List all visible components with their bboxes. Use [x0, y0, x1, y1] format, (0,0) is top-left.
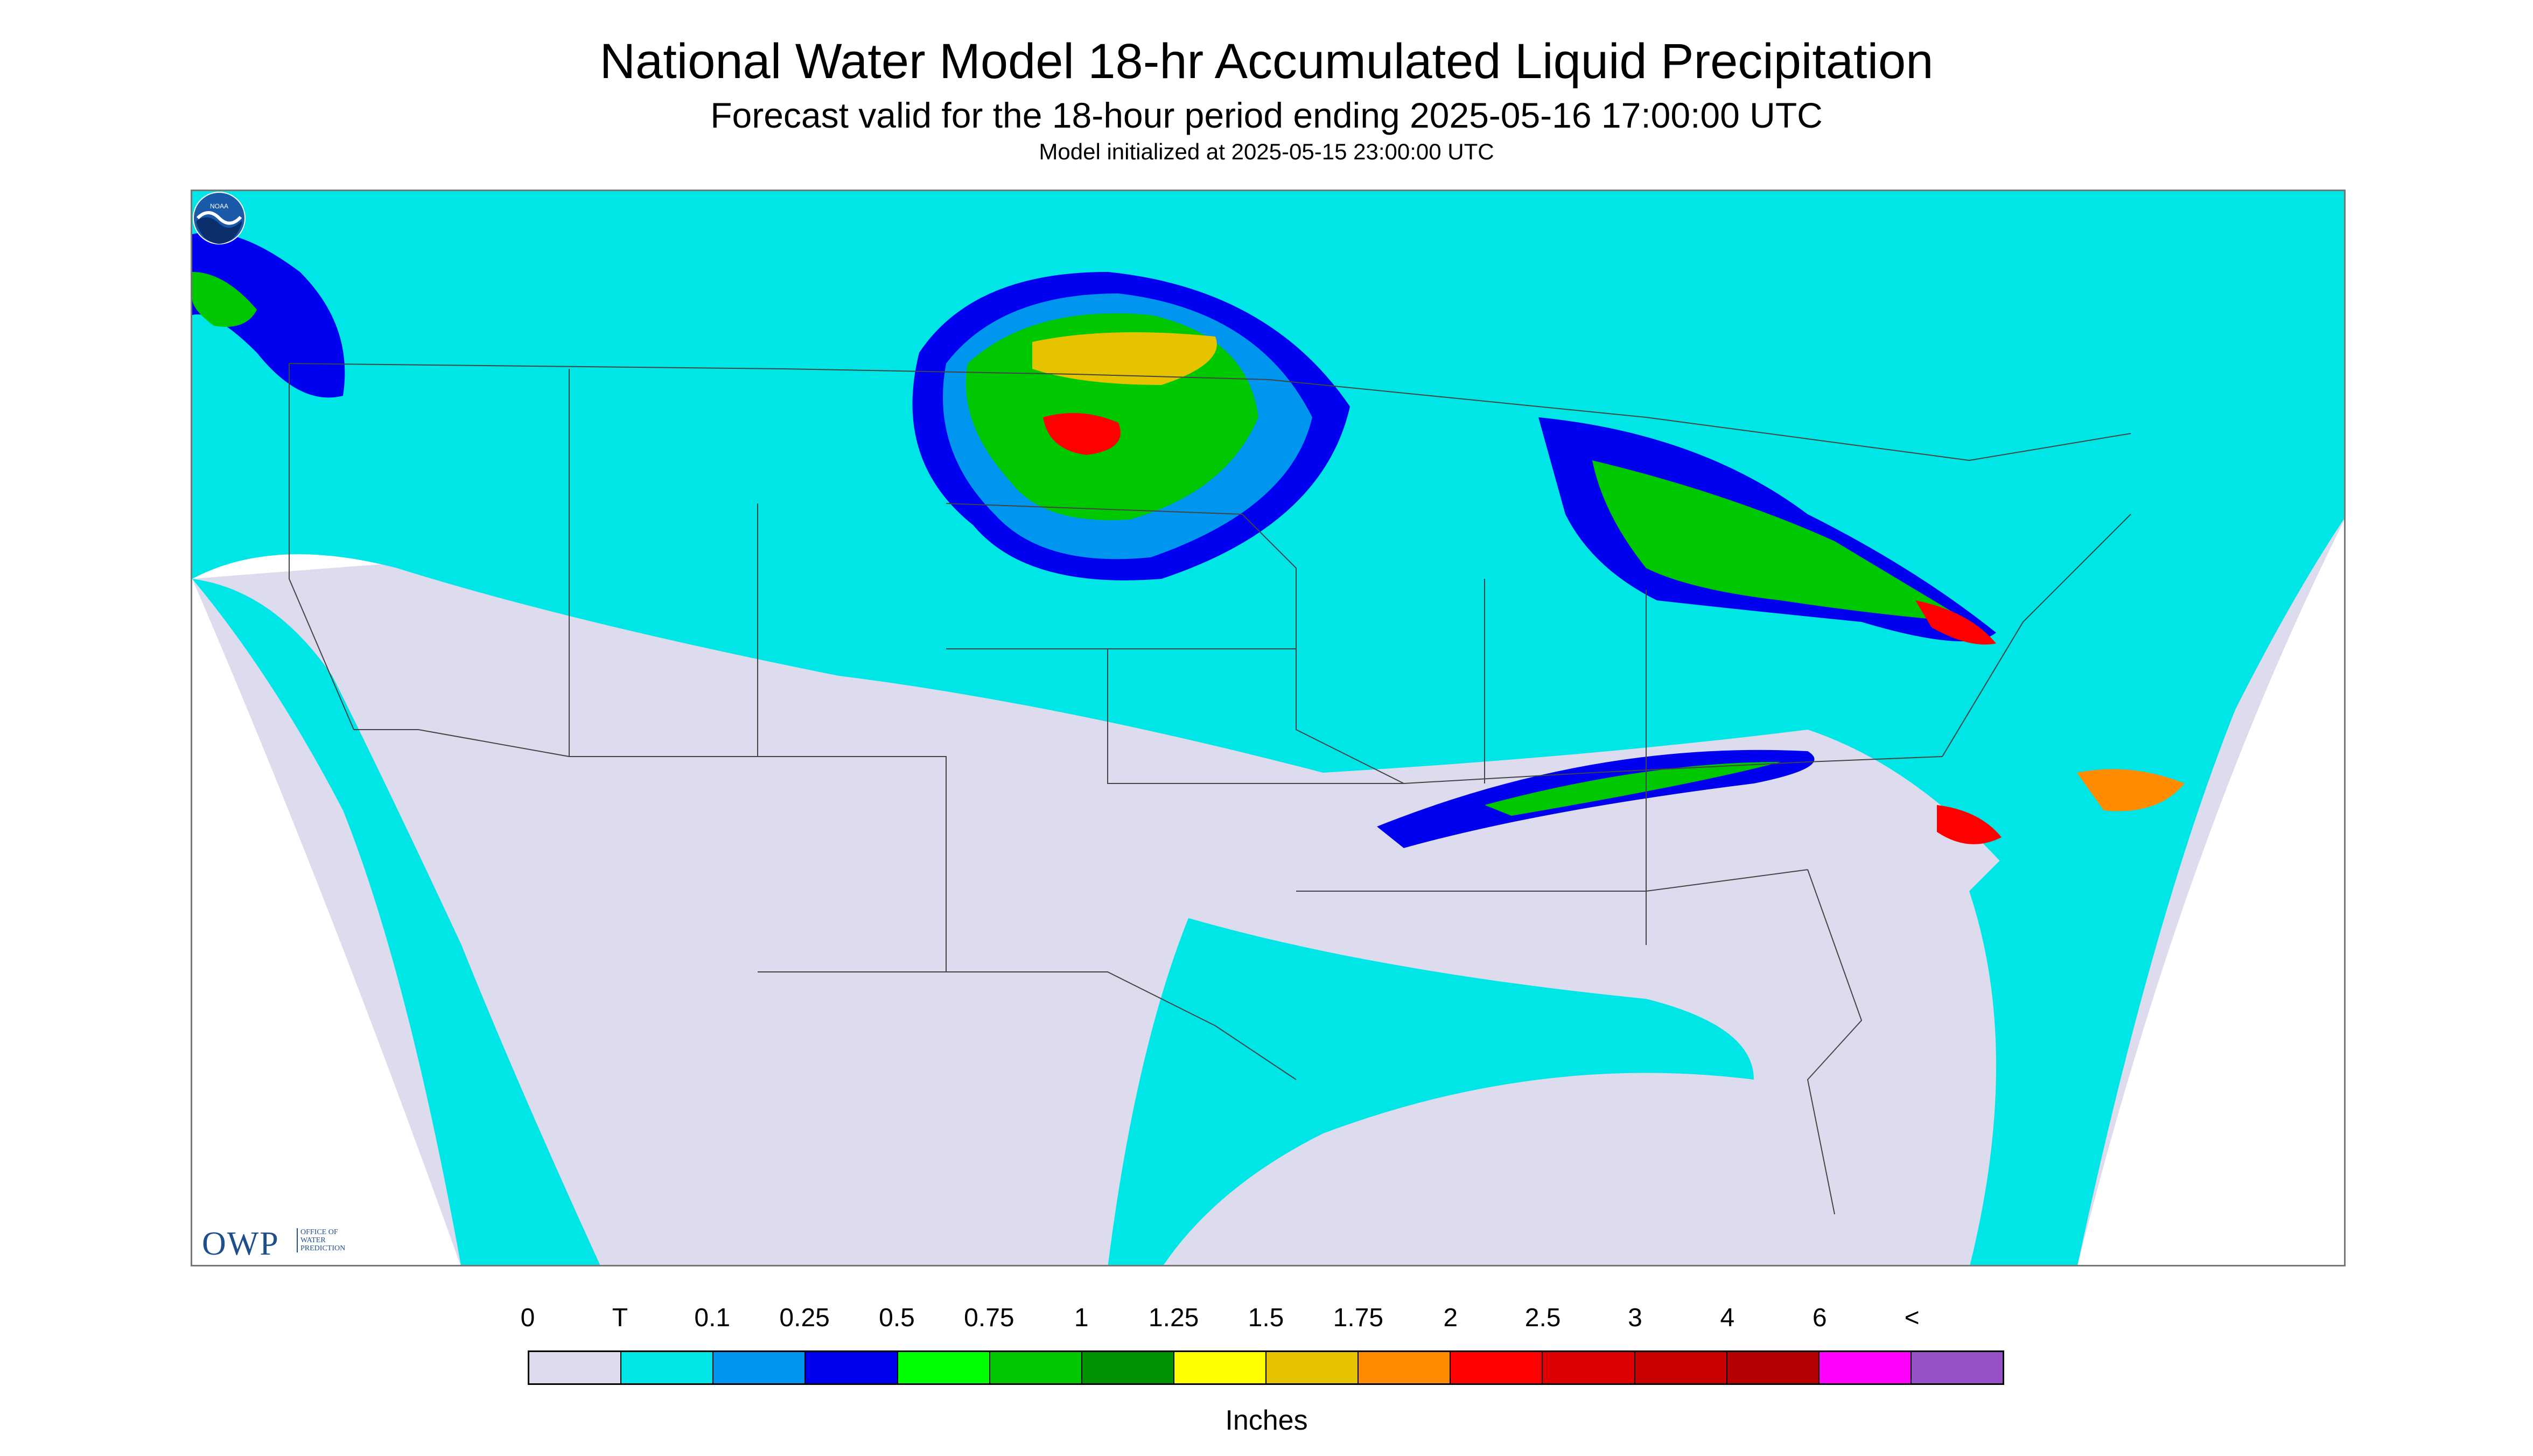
legend-swatch — [1266, 1352, 1359, 1383]
legend-swatch — [1911, 1352, 2003, 1383]
owp-subtext-line-2: WATER — [300, 1236, 326, 1244]
legend-label: 2 — [1443, 1304, 1458, 1332]
legend-swatch — [1819, 1352, 1912, 1383]
legend-label: 0.25 — [779, 1304, 830, 1332]
legend-swatch — [529, 1352, 622, 1383]
legend-units: Inches — [1225, 1405, 1308, 1436]
owp-logo: OWP OFFICE OF WATER PREDICTION — [202, 1225, 374, 1262]
legend-swatch — [1174, 1352, 1266, 1383]
legend-swatch — [713, 1352, 806, 1383]
legend-swatch — [1635, 1352, 1727, 1383]
legend-label: 2.5 — [1524, 1304, 1561, 1332]
owp-logo-subtext: OFFICE OF WATER PREDICTION — [297, 1228, 345, 1252]
legend-label: T — [612, 1304, 628, 1332]
legend-swatch — [898, 1352, 990, 1383]
precip-pacific-northwest-core — [192, 272, 257, 327]
owp-logo-text: OWP — [202, 1226, 279, 1262]
legend-label: 4 — [1720, 1304, 1735, 1332]
map-title: National Water Model 18-hr Accumulated L… — [599, 34, 1934, 89]
heavy-precip-core-1 — [1032, 332, 1217, 385]
legend-label: 0.75 — [964, 1304, 1014, 1332]
precip-band-great-lakes-inner — [1592, 460, 1969, 622]
trace-field-north — [192, 191, 2344, 999]
legend-swatch — [1543, 1352, 1635, 1383]
owp-subtext-line-3: PREDICTION — [300, 1244, 346, 1252]
precip-band-ohio-valley-core — [1485, 762, 1781, 816]
legend-swatch — [1359, 1352, 1451, 1383]
map-subtitle: Forecast valid for the 18-hour period en… — [710, 95, 1823, 135]
legend-label: 1 — [1074, 1304, 1089, 1332]
trace-band-pacific — [192, 579, 600, 1265]
trace-band-atlantic — [1969, 676, 2249, 1265]
legend-label: 6 — [1812, 1304, 1827, 1332]
noaa-logo: NOAA — [193, 192, 246, 244]
legend-label: 0 — [520, 1304, 535, 1332]
legend-labels: 0 T 0.1 0.25 0.5 0.75 1 1.25 1.5 1.75 2 2.5 3 4 6 < — [0, 1303, 2533, 1335]
legend-swatch — [621, 1352, 714, 1383]
precipitation-map: OWP OFFICE OF WATER PREDICTION NOAA — [191, 190, 2346, 1266]
legend-label: 1.25 — [1148, 1304, 1199, 1332]
heavy-precip-core-2 — [1043, 413, 1121, 455]
legend-label: < — [1904, 1304, 1920, 1332]
legend-label: 3 — [1628, 1304, 1642, 1332]
legend-swatch — [1727, 1352, 1820, 1383]
map-canvas — [192, 191, 2344, 1265]
legend-swatch — [1082, 1352, 1174, 1383]
legend-label: 1.5 — [1248, 1304, 1284, 1332]
precip-offshore-atlantic — [2077, 769, 2185, 811]
precip-carolina-coast — [1937, 805, 2002, 844]
noaa-logo-text: NOAA — [210, 202, 228, 210]
owp-subtext-line-1: OFFICE OF — [300, 1228, 338, 1236]
legend-color-bar — [528, 1350, 2004, 1385]
precip-pacific-northwest — [192, 232, 345, 398]
trace-band-gulf — [1108, 918, 1754, 1265]
legend-label: 1.75 — [1333, 1304, 1384, 1332]
legend-label: 0.5 — [879, 1304, 915, 1332]
legend-swatch — [806, 1352, 898, 1383]
model-init-line: Model initialized at 2025-05-15 23:00:00… — [1039, 139, 1494, 164]
political-boundaries — [289, 363, 2131, 1215]
precip-band-mid-atlantic-core — [1915, 600, 1996, 645]
legend-swatch — [1451, 1352, 1543, 1383]
legend-swatch — [990, 1352, 1082, 1383]
legend-label: 0.1 — [694, 1304, 731, 1332]
